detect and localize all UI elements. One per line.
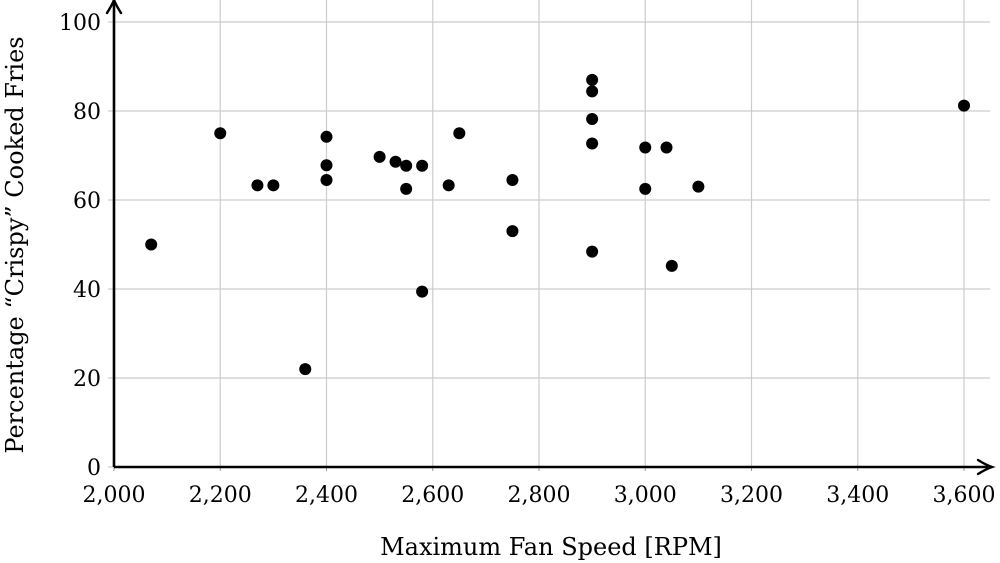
data-point — [389, 155, 402, 168]
data-point — [214, 127, 227, 140]
x-tick-label: 2,600 — [401, 483, 464, 508]
y-tick-label: 100 — [59, 11, 101, 36]
data-point — [453, 127, 466, 140]
x-axis-arrow-icon — [976, 458, 996, 476]
data-point — [442, 179, 455, 192]
y-tick-label: 20 — [73, 367, 101, 392]
axes — [105, 0, 996, 476]
data-point — [506, 225, 519, 238]
data-point — [145, 238, 158, 251]
data-point — [586, 73, 599, 86]
x-tick-label: 2,000 — [83, 483, 146, 508]
y-axis-arrow-icon — [105, 0, 123, 15]
data-point — [320, 159, 333, 172]
data-point — [267, 179, 280, 192]
data-point — [586, 137, 599, 150]
y-tick-label: 40 — [73, 278, 101, 303]
y-tick-label: 80 — [73, 100, 101, 125]
y-tick-label: 60 — [73, 189, 101, 214]
y-axis-ticks: 0 20 40 60 80 100 — [59, 11, 101, 481]
data-point — [586, 113, 599, 126]
data-point — [665, 259, 678, 272]
x-tick-label: 3,000 — [614, 483, 677, 508]
grid-lines — [108, 0, 990, 468]
x-tick-label: 2,800 — [508, 483, 571, 508]
x-tick-label: 2,400 — [295, 483, 358, 508]
data-point — [320, 173, 333, 186]
x-axis-ticks: 2,000 2,200 2,400 2,600 2,800 3,000 3,200 3,400… — [83, 467, 996, 508]
data-point — [506, 173, 519, 186]
data-point — [416, 285, 429, 298]
data-point — [400, 182, 413, 195]
data-point — [639, 141, 652, 154]
data-point — [586, 85, 599, 98]
data-point — [299, 363, 312, 376]
x-tick-label: 3,400 — [826, 483, 889, 508]
data-point — [373, 150, 386, 163]
data-point — [586, 245, 599, 258]
data-points — [145, 73, 970, 376]
y-tick-label: 0 — [87, 456, 101, 481]
x-tick-label: 2,200 — [189, 483, 252, 508]
data-point — [251, 179, 264, 192]
data-point — [320, 130, 333, 143]
data-point — [400, 159, 413, 172]
x-axis-label: Maximum Fan Speed [RPM] — [380, 533, 722, 561]
data-point — [416, 159, 429, 172]
data-point — [692, 180, 705, 193]
x-tick-label: 3,200 — [720, 483, 783, 508]
y-axis-label: Percentage “Crispy” Cooked Fries — [1, 36, 29, 453]
data-point — [639, 182, 652, 195]
data-point — [660, 141, 673, 154]
data-point — [958, 99, 970, 112]
x-tick-label: 3,600 — [933, 483, 996, 508]
